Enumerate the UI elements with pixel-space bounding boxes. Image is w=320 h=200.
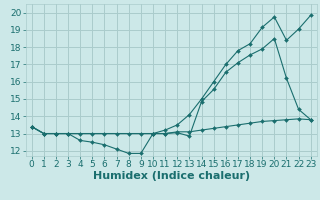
- X-axis label: Humidex (Indice chaleur): Humidex (Indice chaleur): [92, 171, 250, 181]
